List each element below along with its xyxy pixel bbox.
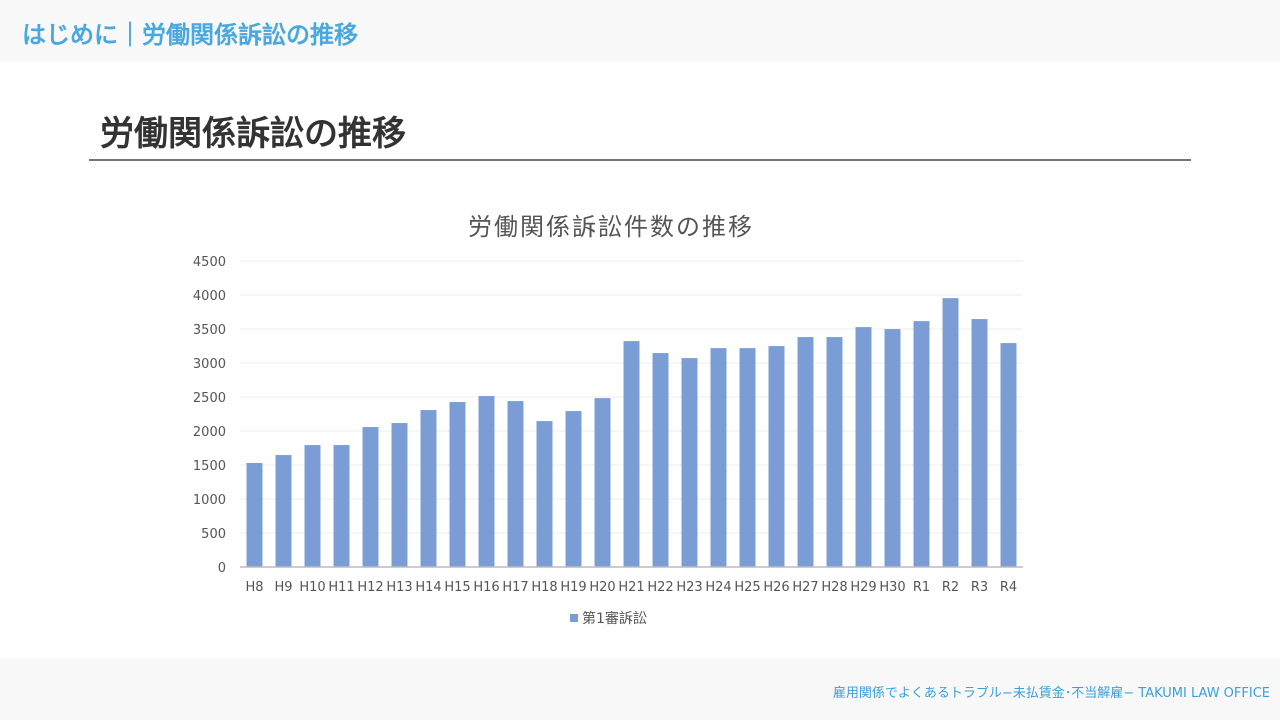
x-tick-label: R4 (1000, 580, 1017, 595)
bar (710, 348, 727, 567)
bar (246, 462, 263, 567)
bar (594, 398, 611, 567)
y-tick-label: 4500 (193, 255, 226, 270)
bar (536, 421, 553, 567)
x-tick-label: H23 (676, 580, 702, 595)
bar (391, 423, 408, 567)
x-tick-label: H25 (734, 580, 760, 595)
header-title: はじめに｜労働関係訴訟の推移 (22, 21, 358, 49)
bar (855, 327, 872, 567)
bar (565, 411, 582, 567)
y-tick-label: 1000 (193, 493, 226, 508)
slide-title: 労働関係訴訟の推移 (100, 114, 406, 154)
bar (768, 346, 785, 567)
x-tick-label: H22 (647, 580, 673, 595)
bar (623, 341, 640, 567)
x-tick-label: H26 (763, 580, 789, 595)
legend-swatch (570, 614, 578, 622)
footer-text: 雇用関係でよくあるトラブル−未払賃金･不当解雇− TAKUMI LAW OFFI… (832, 686, 1270, 701)
y-tick-label: 3000 (193, 357, 226, 372)
x-tick-label: R2 (942, 580, 959, 595)
x-tick-label: H24 (705, 580, 731, 595)
x-tick-label: H20 (589, 580, 615, 595)
x-tick-label: H15 (444, 580, 470, 595)
bar (362, 427, 379, 567)
header-bar: はじめに｜労働関係訴訟の推移 (0, 0, 1280, 62)
y-tick-label: 2000 (193, 425, 226, 440)
x-tick-label: H14 (415, 580, 441, 595)
x-tick-label: H8 (245, 580, 263, 595)
x-tick-label: R3 (971, 580, 988, 595)
legend-label: 第1審訴訟 (582, 610, 647, 627)
bar (304, 445, 321, 567)
chart-title: 労働関係訴訟件数の推移 (468, 213, 754, 241)
bar (797, 337, 814, 567)
bar (1000, 343, 1017, 567)
bar (478, 396, 495, 567)
y-tick-label: 0 (218, 561, 226, 576)
bar (275, 455, 292, 567)
y-tick-label: 3500 (193, 323, 226, 338)
bar (826, 337, 843, 567)
y-tick-label: 500 (201, 527, 226, 542)
x-tick-label: H29 (850, 580, 876, 595)
bar (884, 329, 901, 567)
bar (971, 319, 988, 567)
x-tick-label: H18 (531, 580, 557, 595)
x-tick-label: R1 (913, 580, 930, 595)
x-tick-label: H17 (502, 580, 528, 595)
bar (420, 410, 437, 567)
bar (333, 445, 350, 567)
bar (681, 358, 698, 567)
x-tick-label: H21 (618, 580, 644, 595)
x-tick-label: H28 (821, 580, 847, 595)
y-tick-label: 1500 (193, 459, 226, 474)
x-tick-label: H10 (299, 580, 325, 595)
bar (913, 321, 930, 567)
x-tick-label: H19 (560, 580, 586, 595)
bar (739, 348, 756, 567)
y-tick-label: 4000 (193, 289, 226, 304)
bar (652, 353, 669, 567)
bar (942, 298, 959, 567)
y-tick-label: 2500 (193, 391, 226, 406)
title-divider (89, 159, 1191, 161)
x-tick-label: H12 (357, 580, 383, 595)
x-tick-label: H13 (386, 580, 412, 595)
bar (507, 401, 524, 567)
x-tick-label: H27 (792, 580, 818, 595)
x-tick-label: H9 (274, 580, 292, 595)
x-tick-label: H11 (328, 580, 354, 595)
bar (449, 402, 466, 567)
x-tick-label: H16 (473, 580, 499, 595)
footer-bar: 雇用関係でよくあるトラブル−未払賃金･不当解雇− TAKUMI LAW OFFI… (0, 658, 1280, 720)
x-tick-label: H30 (879, 580, 905, 595)
